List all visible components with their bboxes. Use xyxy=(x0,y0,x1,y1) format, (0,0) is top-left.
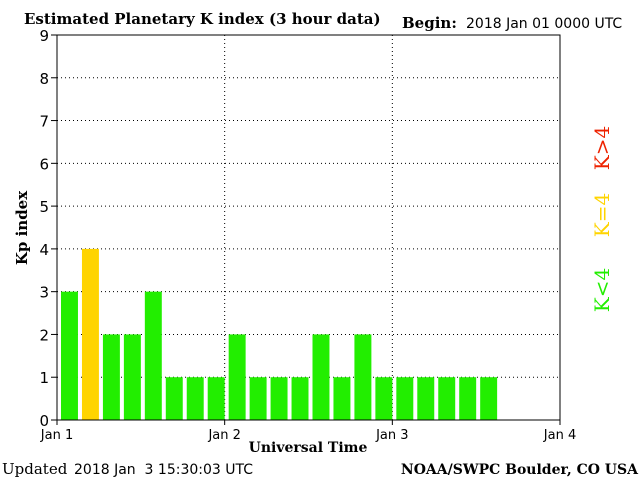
y-tick-label: 9 xyxy=(39,27,49,45)
kp-bar xyxy=(207,377,225,420)
kp-bar xyxy=(291,377,309,420)
kp-bar xyxy=(228,334,246,420)
kp-bar xyxy=(102,334,120,420)
kp-bar xyxy=(480,377,498,420)
kp-bar xyxy=(61,291,78,420)
x-ticks: Jan 1 Jan 2 Jan 3 Jan 4 xyxy=(40,420,576,443)
begin-value: 2018 Jan 01 0000 UTC xyxy=(466,16,622,32)
x-tick-label: Jan 3 xyxy=(375,428,408,443)
x-tick-label: Jan 1 xyxy=(40,428,73,443)
y-tick-label: 8 xyxy=(39,70,49,88)
bars xyxy=(61,248,498,420)
kp-bar xyxy=(186,377,204,420)
kp-bar xyxy=(144,291,162,420)
kp-bar xyxy=(333,377,351,420)
y-tick-label: 7 xyxy=(39,113,49,131)
x-axis-label: Universal Time xyxy=(249,440,368,456)
kp-bar xyxy=(81,248,99,420)
kp-bar xyxy=(312,334,330,420)
kp-bar xyxy=(354,334,372,420)
chart-title: Estimated Planetary K index (3 hour data… xyxy=(24,10,381,28)
y-tick-label: 2 xyxy=(39,326,49,344)
y-tick-label: 1 xyxy=(39,369,49,387)
kp-bar xyxy=(249,377,267,420)
credit-text: NOAA/SWPC Boulder, CO USA xyxy=(401,462,639,478)
kp-bar xyxy=(123,334,141,420)
kp-bar xyxy=(270,377,288,420)
kp-bar xyxy=(396,377,414,420)
y-tick-label: 6 xyxy=(39,155,49,173)
y-axis-label: Kp index xyxy=(13,190,31,265)
kp-bar xyxy=(165,377,183,420)
legend-item: K=4 xyxy=(590,193,614,237)
y-tick-label: 3 xyxy=(39,284,49,302)
y-tick-label: 4 xyxy=(39,241,49,259)
legend-item: K>4 xyxy=(590,126,614,170)
y-tick-label: 5 xyxy=(39,198,49,216)
x-tick-label: Jan 4 xyxy=(543,428,576,443)
updated-label: Updated xyxy=(2,460,68,478)
y-tick-label: 0 xyxy=(39,412,49,430)
y-ticks: 0 1 2 3 4 5 6 7 8 9 xyxy=(39,27,57,430)
updated-timestamp: 2018 Jan 3 15:30:03 UTC xyxy=(74,462,253,478)
legend: K<4 K=4 K>4 xyxy=(590,126,614,312)
plot-frame xyxy=(56,34,561,421)
legend-item: K<4 xyxy=(590,268,614,312)
begin-label: Begin: xyxy=(402,14,457,32)
kp-bar xyxy=(375,377,393,420)
plot-area: 0 1 2 3 4 5 6 7 8 9 Jan 1 Jan 2 Jan 3 Jan 4 xyxy=(39,27,576,443)
x-tick-label: Jan 2 xyxy=(207,428,240,443)
kp-bar xyxy=(417,377,435,420)
grid-lines xyxy=(57,35,560,420)
kp-bar xyxy=(438,377,456,420)
kp-bar xyxy=(459,377,477,420)
